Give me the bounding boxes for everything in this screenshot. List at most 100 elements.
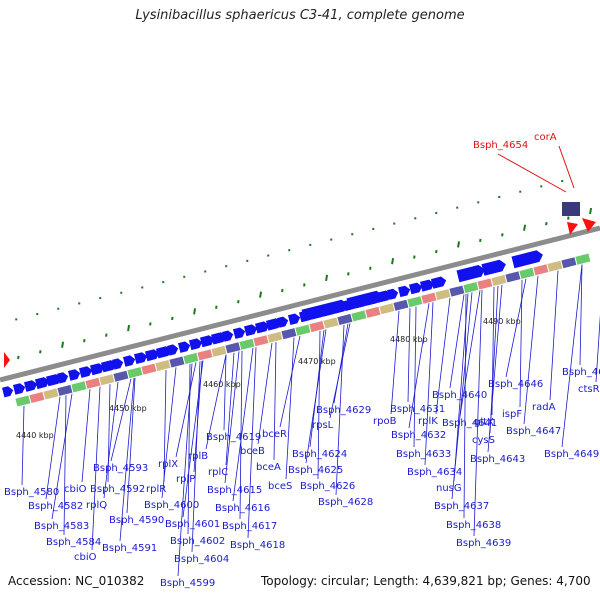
cog-block — [99, 374, 115, 386]
scale-tick — [369, 266, 372, 270]
gene-arrow — [409, 282, 423, 295]
gene-label: nusG — [436, 483, 462, 494]
gene-label-leader — [449, 294, 465, 389]
outer-dot — [309, 243, 312, 246]
outer-dot — [57, 307, 60, 310]
cog-block — [169, 356, 185, 368]
cog-block — [351, 310, 367, 322]
gene-label-leader — [224, 351, 240, 484]
gene-arrow — [101, 360, 117, 373]
gene-label-leader — [451, 292, 473, 500]
gene-arrow-long — [301, 299, 348, 322]
scale-tick — [281, 288, 284, 293]
gene-label-leader — [561, 264, 583, 448]
cog-block — [239, 338, 255, 350]
outer-dot — [414, 217, 417, 220]
scale-tick — [83, 339, 86, 343]
cog-block — [85, 377, 101, 389]
gene-label: rpoB — [373, 416, 397, 427]
scale-tick — [325, 274, 329, 282]
gene-label: Bsph_4634 — [407, 467, 462, 478]
gene-label-leader — [187, 363, 191, 535]
gene-arrow — [35, 377, 50, 390]
gene-label: Bsph_4592 — [90, 484, 145, 495]
gene-label-leader — [279, 335, 301, 428]
gene-arrow — [46, 374, 62, 387]
gene-label: Bsph_4590 — [109, 515, 164, 526]
gene-arrow-long — [346, 290, 383, 310]
gene-arrow-long — [456, 265, 485, 283]
gene-label-leader — [523, 275, 539, 425]
gene-arrow — [2, 386, 14, 398]
gene-label-leader — [107, 384, 111, 483]
outer-dot — [36, 313, 39, 316]
gene-label-leader — [45, 396, 61, 500]
cog-block — [379, 303, 395, 315]
gene-arrow — [266, 318, 282, 331]
scale-tick — [545, 221, 548, 226]
gene-label: Bsph_4639 — [456, 538, 511, 549]
gene-label-leader — [407, 308, 411, 403]
gene-arrow — [79, 366, 93, 378]
gene-label: rplX — [158, 459, 178, 470]
outer-dot — [540, 185, 543, 188]
gene-label-leader — [390, 310, 400, 415]
gene-label: Bsph_4637 — [434, 501, 489, 512]
gene-label-leader — [595, 314, 600, 383]
red-gene-label: Bsph_4654 — [473, 140, 528, 151]
gene-label: Bsph_4628 — [318, 497, 373, 508]
cog-block — [463, 282, 479, 294]
gene-arrow — [68, 369, 81, 381]
gene-label-leader — [579, 264, 583, 366]
gene-label: gltX — [474, 417, 494, 428]
gene-label-leader — [177, 363, 193, 577]
gene-label: ispF — [502, 409, 522, 420]
gene-label: Bsph_4643 — [470, 454, 525, 465]
outer-dot — [435, 211, 438, 214]
gene-label: Bsph_4633 — [396, 449, 451, 460]
cog-block — [281, 328, 297, 340]
gene-label: bceS — [268, 481, 292, 492]
scale-tick — [17, 355, 20, 360]
gene-arrow — [288, 313, 301, 325]
cog-block — [155, 360, 171, 372]
gene-arrow — [145, 349, 160, 362]
gene-label: Bsph_4618 — [230, 540, 285, 551]
outer-dot — [15, 318, 18, 321]
red-label-leader — [497, 153, 567, 193]
gene-label: Bsph_4616 — [215, 503, 270, 514]
outer-dot — [246, 259, 249, 262]
gene-label: Bsph_4593 — [93, 463, 148, 474]
gene-arrow — [222, 330, 234, 342]
scale-tick — [193, 308, 197, 315]
red-arrow — [567, 222, 578, 235]
scale-tick — [215, 305, 218, 309]
gene-label: Bsph_4600 — [144, 500, 199, 511]
cog-block — [477, 278, 493, 290]
gene-arrow — [398, 285, 411, 298]
cog-block — [127, 367, 143, 379]
gene-label-leader — [103, 382, 119, 499]
gene-label: Bsph_4582 — [28, 501, 83, 512]
cog-block — [575, 253, 591, 265]
outer-dot — [351, 233, 354, 236]
gene-label-leader — [110, 378, 132, 462]
outer-dot — [162, 281, 165, 284]
gene-label-leader — [273, 342, 277, 461]
gene-label-leader — [285, 337, 295, 480]
gene-label-leader — [191, 361, 201, 553]
accession-text: Accession: NC_010382 — [8, 574, 145, 588]
gene-label: Bsph_4604 — [174, 554, 229, 565]
cog-block — [253, 335, 269, 347]
gene-label: Bsph_4629 — [316, 405, 371, 416]
outer-dot — [372, 227, 375, 230]
scale-label: 4440 kbp — [16, 431, 54, 440]
gene-label-leader — [329, 323, 351, 419]
scale-tick — [39, 350, 42, 354]
gene-label: Bsph_4584 — [46, 537, 101, 548]
genome-summary-text: Topology: circular; Length: 4,639,821 bp… — [261, 574, 591, 588]
cog-block — [15, 395, 31, 407]
gene-label: Bsph_4640 — [432, 390, 487, 401]
